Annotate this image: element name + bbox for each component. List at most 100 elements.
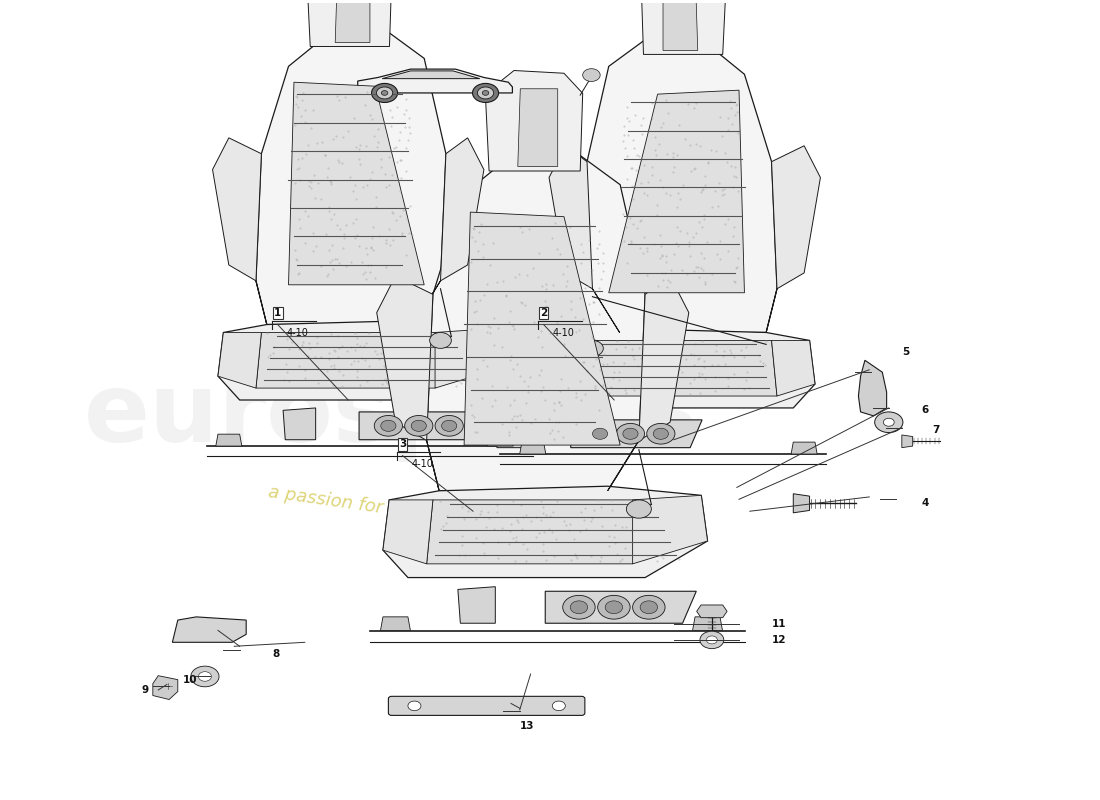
Circle shape [647,423,675,444]
Polygon shape [632,495,707,564]
Polygon shape [518,89,558,166]
Polygon shape [458,586,495,623]
Circle shape [190,666,219,686]
Polygon shape [427,148,645,490]
Text: 11: 11 [771,619,786,629]
Text: eurospares: eurospares [85,370,699,462]
Circle shape [640,601,658,614]
Circle shape [374,415,403,436]
Polygon shape [771,341,815,396]
Polygon shape [153,676,178,699]
Text: 8: 8 [272,650,279,659]
Text: 9: 9 [142,685,150,695]
Circle shape [473,83,498,102]
Text: 7: 7 [932,425,939,435]
Polygon shape [288,82,425,285]
Polygon shape [693,617,723,630]
Text: 10: 10 [184,674,198,685]
Polygon shape [587,34,777,333]
Circle shape [616,423,645,444]
Polygon shape [793,494,810,513]
Polygon shape [218,333,262,388]
Circle shape [482,90,488,95]
Circle shape [583,69,601,82]
Circle shape [593,428,607,439]
Polygon shape [519,442,546,454]
Circle shape [382,90,388,95]
Circle shape [381,420,396,431]
Polygon shape [381,617,410,630]
Polygon shape [532,337,598,396]
Text: 12: 12 [771,635,786,645]
Circle shape [376,87,393,99]
Polygon shape [663,0,697,50]
Polygon shape [173,617,246,642]
Polygon shape [376,276,439,490]
Circle shape [372,83,397,102]
Text: 5: 5 [902,347,909,358]
Polygon shape [359,412,491,440]
Text: 1: 1 [274,308,282,318]
Polygon shape [358,69,513,93]
Text: 13: 13 [519,721,535,730]
Circle shape [563,595,595,619]
Circle shape [874,412,903,433]
Circle shape [586,423,614,444]
Circle shape [623,428,638,439]
Polygon shape [607,276,689,490]
Polygon shape [902,435,913,448]
Polygon shape [307,0,392,46]
Circle shape [441,420,456,431]
Polygon shape [485,70,583,171]
Polygon shape [549,146,619,333]
Polygon shape [256,333,484,388]
FancyBboxPatch shape [388,696,585,715]
Polygon shape [791,442,817,454]
Polygon shape [212,138,267,325]
Polygon shape [549,341,777,396]
Polygon shape [464,212,620,445]
Polygon shape [382,71,480,78]
Polygon shape [414,138,484,325]
Circle shape [700,631,724,649]
Polygon shape [487,434,514,446]
Text: 4-10: 4-10 [286,328,308,338]
Circle shape [405,415,433,436]
Circle shape [570,601,587,614]
Polygon shape [608,90,745,293]
Circle shape [706,636,717,644]
Text: 4: 4 [922,498,928,508]
Polygon shape [383,486,707,578]
Circle shape [411,420,427,431]
Circle shape [653,428,669,439]
Circle shape [552,701,565,710]
Circle shape [883,418,894,426]
Polygon shape [532,329,815,408]
Polygon shape [546,591,696,623]
Text: a passion for parts since 1985: a passion for parts since 1985 [266,483,538,539]
Text: 4-10: 4-10 [552,328,574,338]
Polygon shape [571,420,702,448]
Circle shape [597,595,630,619]
Polygon shape [436,329,500,388]
Circle shape [436,415,463,436]
Circle shape [626,500,651,518]
Circle shape [198,672,211,682]
Polygon shape [696,605,727,618]
Polygon shape [383,500,433,564]
Polygon shape [283,408,316,440]
Text: 2: 2 [540,308,547,318]
Circle shape [477,87,494,99]
Polygon shape [336,0,370,42]
Circle shape [632,595,666,619]
Text: 6: 6 [922,405,928,414]
Polygon shape [256,26,446,325]
Polygon shape [218,321,500,400]
Text: 4-10: 4-10 [411,458,433,469]
Polygon shape [641,0,726,54]
Circle shape [605,601,623,614]
Polygon shape [858,360,887,416]
Polygon shape [766,146,821,333]
Polygon shape [216,434,242,446]
Polygon shape [495,416,527,448]
